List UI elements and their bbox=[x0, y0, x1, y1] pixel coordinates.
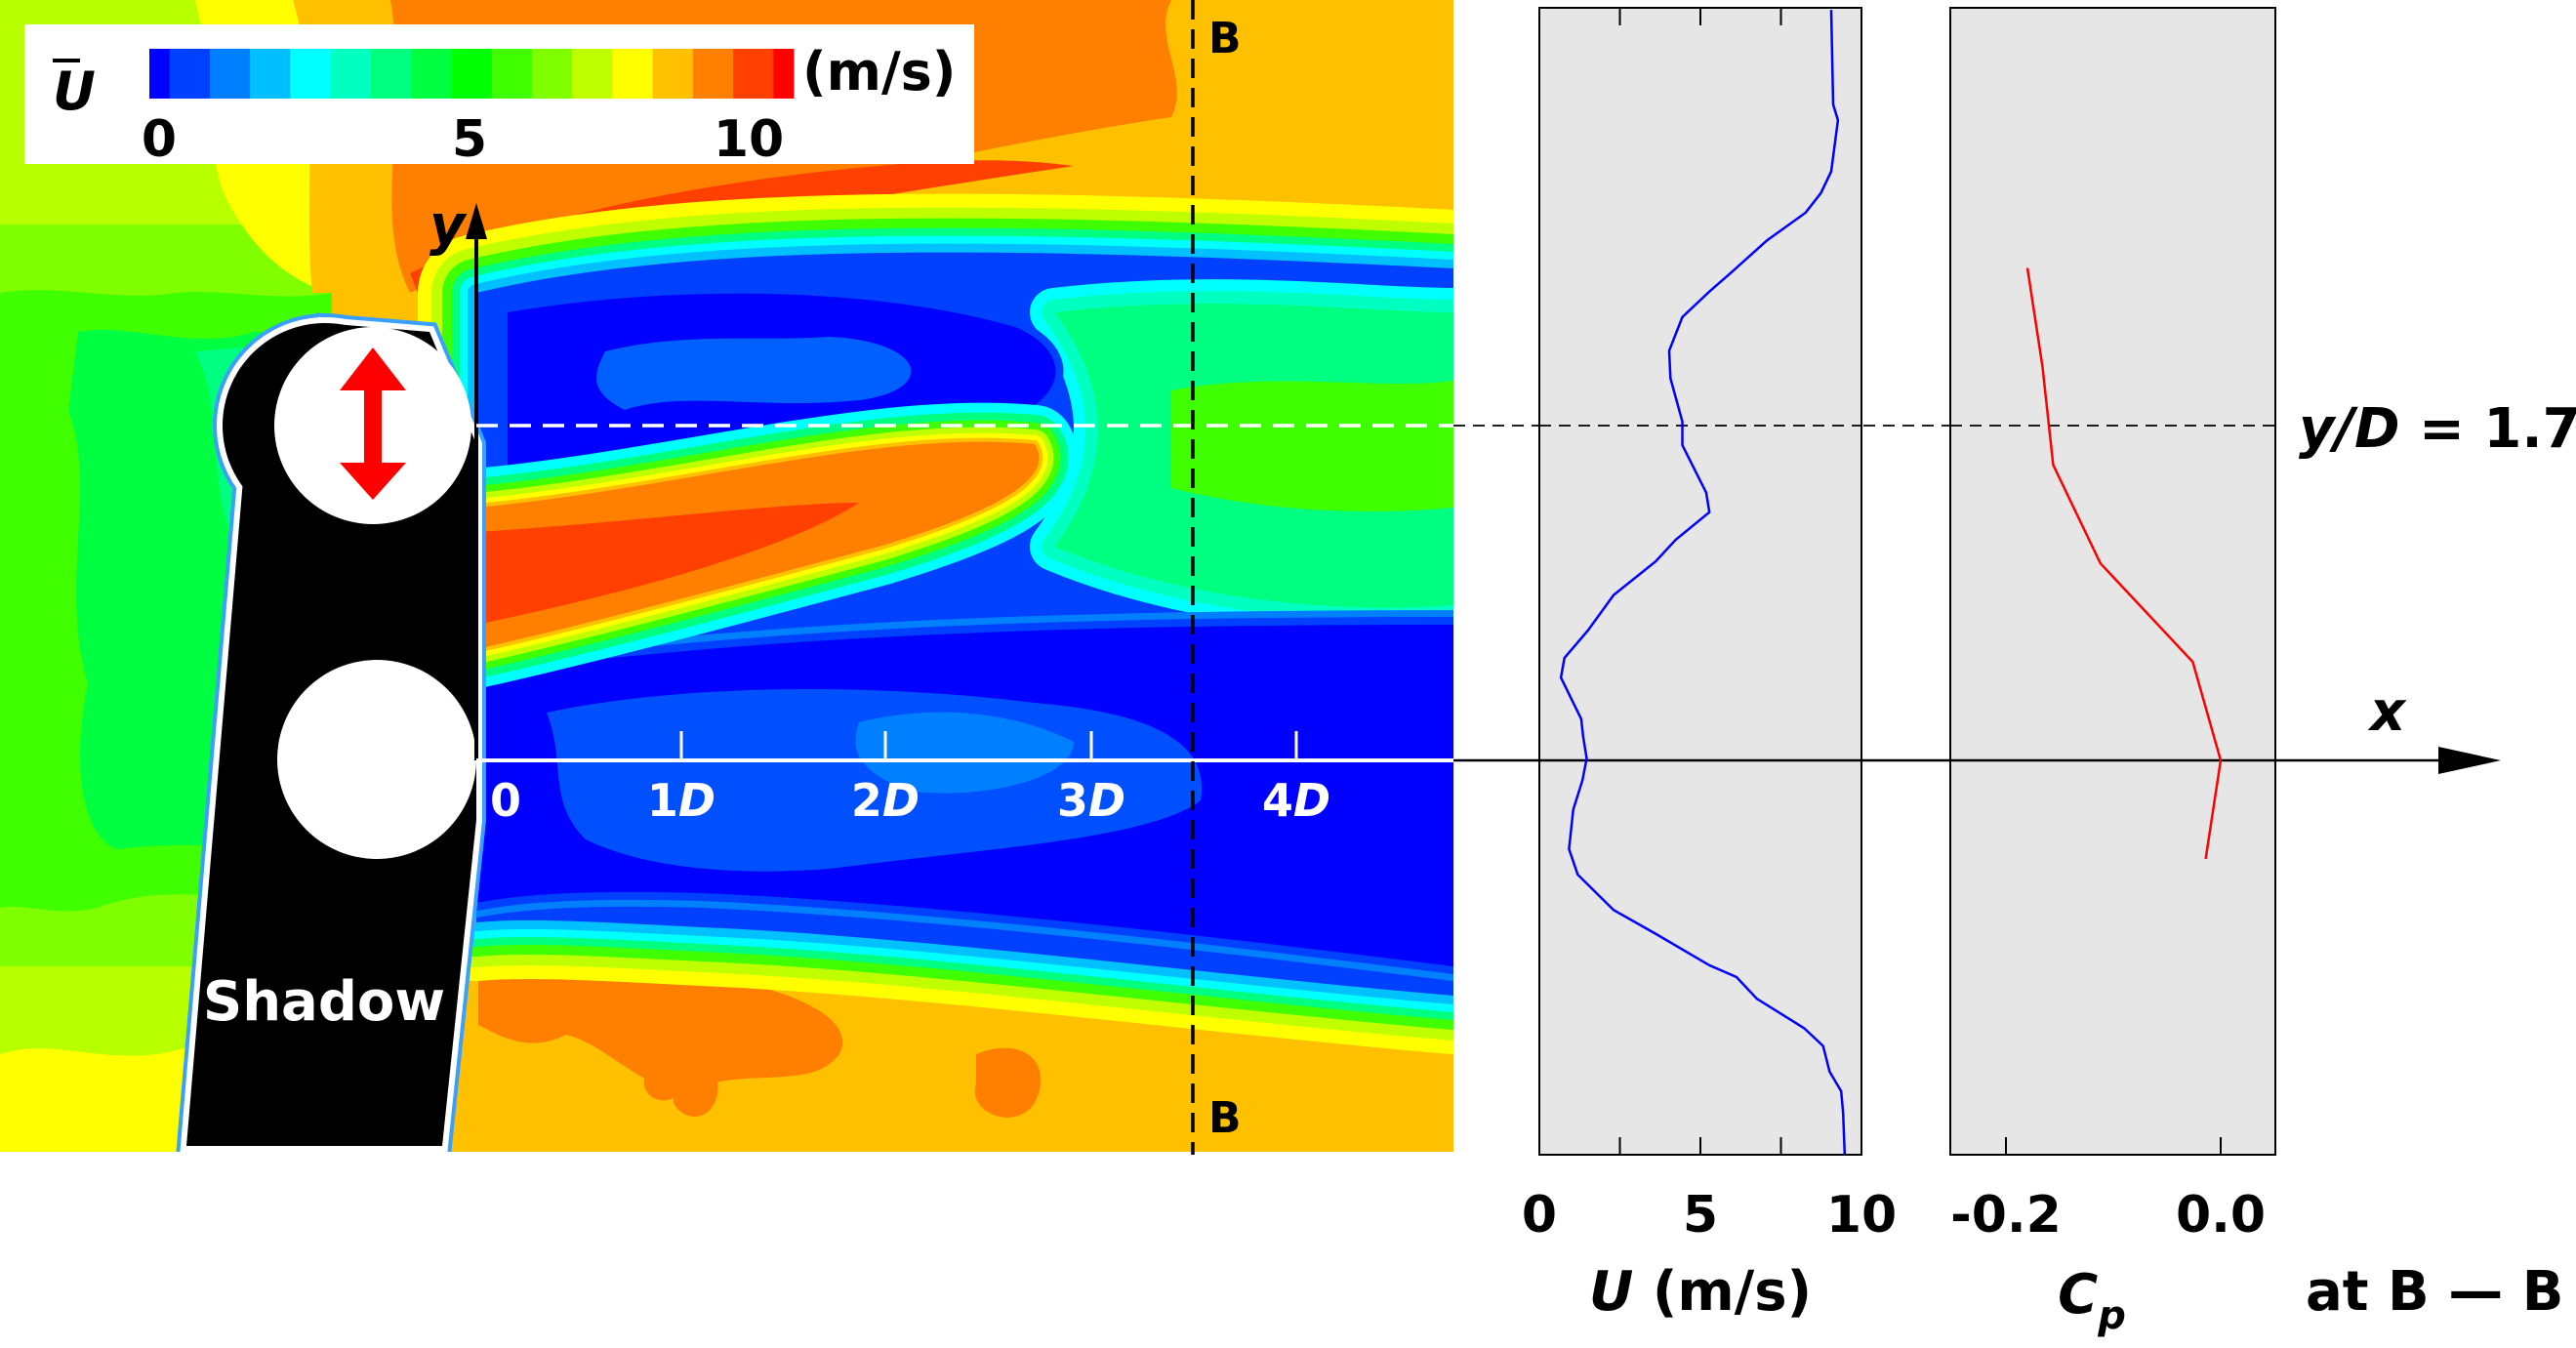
fixed-cylinder bbox=[277, 660, 476, 859]
colorbar-cell bbox=[209, 49, 251, 99]
recirculation-core bbox=[596, 337, 912, 410]
u-profile-line bbox=[1559, 10, 1847, 1155]
recirculation-core bbox=[855, 712, 1074, 794]
colorbar-tick: 0 bbox=[142, 110, 177, 169]
freestream-patch bbox=[644, 1043, 683, 1101]
x-axis-label: x bbox=[2367, 680, 2407, 744]
upstream-band bbox=[0, 1044, 195, 1152]
wake-region bbox=[418, 193, 1453, 1054]
colorbar-cell bbox=[250, 49, 291, 99]
colorbar-unit: (m/s) bbox=[802, 41, 957, 102]
velocity-profile-plot: 0 5 10 U (m/s) bbox=[1522, 7, 1897, 1324]
freestream-patch bbox=[478, 968, 843, 1093]
colorbar-cell bbox=[572, 49, 613, 99]
colorbar-tick: 5 bbox=[452, 110, 487, 169]
y-axis-arrowhead bbox=[466, 203, 487, 239]
x-tick-label: 3D bbox=[1057, 774, 1125, 827]
colorbar-cell bbox=[451, 49, 493, 99]
freestream-patch bbox=[974, 1047, 1042, 1118]
colorbar-cell bbox=[149, 49, 171, 99]
u-tick-label: 0 bbox=[1522, 1186, 1557, 1245]
y-axis-label: y bbox=[429, 194, 468, 258]
panel-bottom-margin bbox=[0, 1152, 1464, 1162]
u-tick-label: 5 bbox=[1683, 1186, 1718, 1245]
section-caption: at B — B bbox=[2306, 1260, 2563, 1324]
colorbar: U (m/s) 0 5 10 bbox=[24, 24, 974, 169]
oscillation-arrow-icon bbox=[340, 347, 406, 500]
u-axis-ticks bbox=[1618, 8, 1782, 1155]
plot-area bbox=[1538, 7, 1862, 1156]
colorbar-tick: 10 bbox=[714, 110, 784, 169]
x-axis-arrowhead bbox=[2438, 747, 2501, 774]
x-tick-label: 2D bbox=[851, 774, 920, 827]
cp-axis-title: Cp bbox=[2058, 1263, 2126, 1338]
colorbar-cell bbox=[370, 49, 412, 99]
cp-tick-label: -0.2 bbox=[1950, 1186, 2062, 1245]
shadow-label: Shadow bbox=[203, 970, 445, 1034]
cp-axis-ticks bbox=[2005, 1137, 2222, 1155]
colorbar-cell bbox=[330, 49, 372, 99]
freestream-patch bbox=[674, 1063, 718, 1117]
reference-line-label: y/D = 1.7 bbox=[2299, 397, 2576, 461]
colorbar-cell bbox=[612, 49, 654, 99]
u-tick-label: 10 bbox=[1826, 1186, 1897, 1245]
x-tick-label: 0 bbox=[490, 774, 521, 827]
plot-area bbox=[1949, 7, 2276, 1156]
x-axis-ticks bbox=[679, 731, 1298, 760]
colorbar-cell bbox=[491, 49, 533, 99]
colorbar-cell bbox=[531, 49, 573, 99]
section-label-top: B bbox=[1208, 14, 1242, 63]
colorbar-cell bbox=[411, 49, 452, 99]
colorbar-cell bbox=[290, 49, 332, 99]
jet-core bbox=[476, 503, 859, 625]
colorbar-cell bbox=[733, 49, 774, 99]
cp-tick-label: 0.0 bbox=[2176, 1186, 2266, 1245]
recovery-core bbox=[1171, 381, 1453, 511]
u-axis-title: U (m/s) bbox=[1589, 1260, 1812, 1324]
colorbar-symbol: U bbox=[53, 61, 96, 122]
contour-axes: y x 0 1D 2D 3D 4D y/D = 1.7 B B bbox=[429, 0, 2576, 1155]
colorbar-cell bbox=[773, 49, 795, 99]
colorbar-cell bbox=[692, 49, 734, 99]
x-tick-label: 1D bbox=[647, 774, 716, 827]
colorbar-cells bbox=[149, 49, 795, 99]
colorbar-cell bbox=[169, 49, 211, 99]
colorbar-cell bbox=[652, 49, 694, 99]
section-label-bottom: B bbox=[1208, 1093, 1242, 1143]
x-tick-label: 4D bbox=[1262, 774, 1330, 827]
shadow-region: Shadow bbox=[176, 312, 486, 1156]
cp-profile-line bbox=[2025, 267, 2223, 860]
pressure-coefficient-plot: -0.2 0.0 Cp bbox=[1949, 7, 2276, 1338]
